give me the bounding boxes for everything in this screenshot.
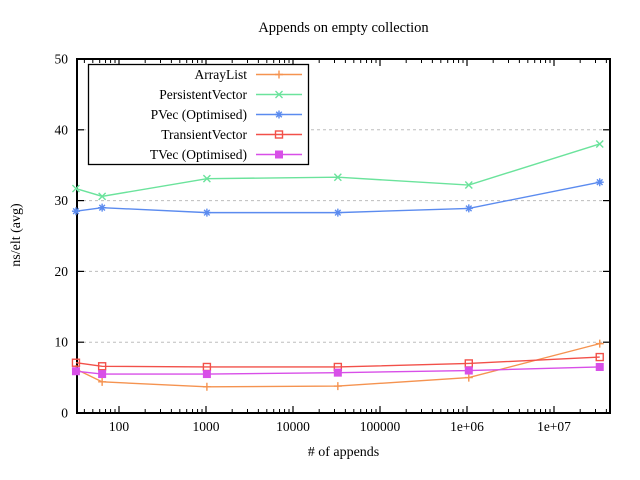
cross-marker	[333, 173, 342, 182]
asterisk-marker	[333, 208, 342, 217]
filled-square-marker	[202, 370, 211, 379]
series-line-pvec-optimised-	[75, 181, 600, 214]
open-square-marker	[97, 362, 107, 371]
plus-marker	[98, 377, 107, 386]
cross-marker	[71, 184, 80, 193]
filled-square-marker	[464, 366, 473, 375]
series-line-tvec-optimised-	[75, 366, 600, 375]
y-tick-label: 0	[61, 406, 68, 421]
legend-label: TVec (Optimised)	[150, 147, 247, 162]
open-square-marker	[71, 358, 81, 367]
filled-square-marker	[71, 367, 80, 376]
x-tick-label: 100	[109, 419, 130, 434]
legend-open-square-marker	[274, 130, 284, 139]
x-axis-label: # of appends	[307, 445, 380, 460]
asterisk-marker	[595, 178, 604, 187]
x-tick-label: 10000	[276, 419, 310, 434]
cross-marker	[464, 181, 473, 190]
series-line-transientvector	[75, 356, 600, 368]
x-tick-label: 1e+06	[450, 419, 484, 434]
cross-marker	[595, 139, 604, 148]
asterisk-marker	[202, 208, 211, 217]
filled-square-marker	[98, 370, 107, 379]
x-tick-label: 1000	[193, 419, 220, 434]
series-line-persistentvector	[75, 143, 600, 198]
series-line-arraylist	[75, 342, 600, 388]
y-tick-label: 10	[55, 335, 69, 350]
asterisk-marker	[98, 203, 107, 212]
filled-square-marker	[595, 362, 604, 371]
legend-label: PersistentVector	[159, 87, 247, 102]
legend-asterisk-marker	[275, 110, 283, 119]
plus-marker	[202, 382, 211, 391]
legend-label: ArrayList	[195, 67, 248, 82]
asterisk-marker	[464, 204, 473, 213]
legend-filled-square-marker	[275, 150, 283, 159]
legend-label: PVec (Optimised)	[151, 107, 247, 122]
y-tick-label: 20	[55, 264, 69, 279]
x-tick-label: 100000	[360, 419, 401, 434]
asterisk-marker	[71, 207, 80, 216]
cross-marker	[98, 192, 107, 201]
open-square-marker	[595, 352, 604, 362]
legend-plus-marker	[275, 70, 283, 79]
legend-label: TransientVector	[161, 127, 247, 142]
plus-marker	[595, 339, 604, 348]
y-tick-label: 30	[55, 193, 69, 208]
plus-marker	[464, 373, 473, 382]
filled-square-marker	[333, 368, 342, 377]
plot-border	[76, 58, 611, 414]
chart-title: Appends on empty collection	[258, 20, 429, 36]
cross-marker	[202, 174, 211, 183]
y-tick-label: 40	[55, 122, 69, 137]
x-tick-label: 1e+07	[537, 419, 571, 434]
plus-marker	[333, 382, 342, 391]
y-tick-label: 50	[55, 52, 69, 67]
legend-cross-marker	[275, 90, 283, 99]
y-axis-label: ns/elt (avg)	[9, 203, 24, 267]
